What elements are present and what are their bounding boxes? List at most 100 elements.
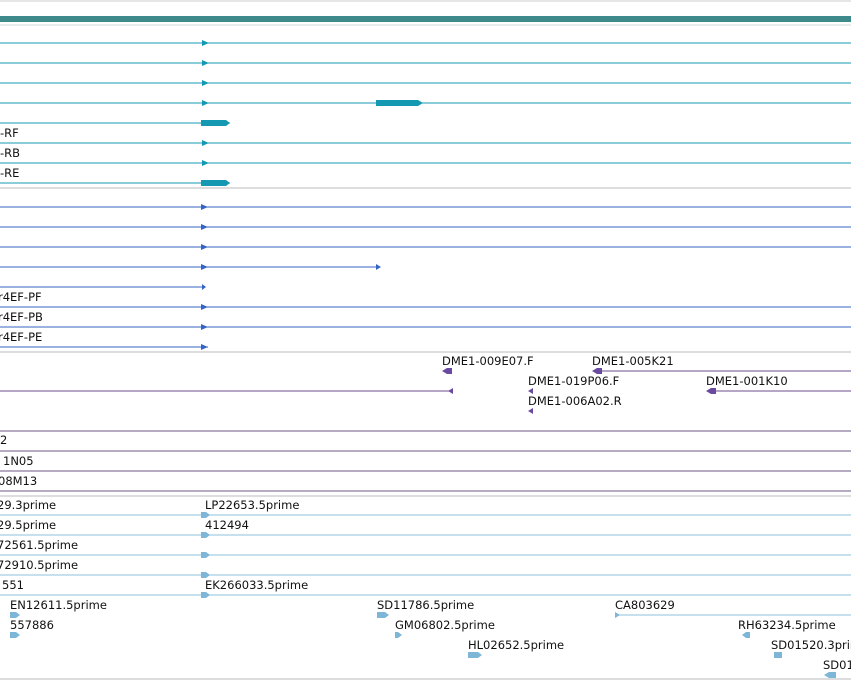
est-feature[interactable]: CA803629	[615, 598, 851, 618]
est-feature[interactable]: SD11786.5prime	[377, 598, 474, 618]
protein-row[interactable]: r4EF-PB	[0, 304, 851, 324]
protein-marker	[201, 304, 208, 310]
protein-row[interactable]: r4EF-PF	[0, 284, 206, 304]
protein-marker	[201, 224, 208, 230]
exon-block	[376, 100, 423, 106]
protein-row[interactable]	[0, 204, 851, 210]
protein-row[interactable]: r4EF-PE	[0, 324, 851, 344]
est-label: LP22653.5prime	[205, 498, 299, 512]
protein-label: r4EF-PB	[0, 310, 43, 324]
probe-marker	[442, 368, 452, 374]
est-row[interactable]: 29.5prime 412494	[0, 518, 851, 538]
est-feature[interactable]: EN12611.5prime	[10, 598, 107, 618]
transcript-label: -RF	[0, 126, 19, 140]
transcript-label: -RB	[0, 146, 20, 160]
est-label: 72910.5prime	[0, 558, 78, 572]
est-label: 557886	[10, 618, 54, 632]
transcript-row[interactable]: -RB	[0, 140, 851, 160]
exon-block	[201, 120, 230, 126]
protein-label: r4EF-PE	[0, 330, 42, 344]
protein-track: r4EF-PF r4EF-PB r4EF-PE	[0, 204, 851, 350]
est-marker	[10, 612, 20, 618]
est-marker	[468, 652, 482, 658]
est-row[interactable]: 29.3prime LP22653.5prime	[0, 498, 851, 518]
exon-marker	[202, 140, 209, 146]
probe-marker	[528, 388, 533, 394]
est-marker	[201, 512, 210, 518]
est-track: 29.3prime LP22653.5prime 29.5prime 41249…	[0, 498, 851, 678]
transcript-row[interactable]	[0, 100, 851, 106]
probe-marker	[706, 388, 716, 394]
gene-track-bar[interactable]	[0, 16, 851, 22]
est-marker	[774, 652, 782, 658]
transcript-row[interactable]	[0, 40, 851, 46]
probe-feature[interactable]: DME1-009E07.F	[442, 354, 534, 374]
transcript-row[interactable]	[0, 60, 851, 66]
transcript-row[interactable]	[0, 80, 851, 86]
est-label: SD01520.3prime	[771, 638, 851, 652]
probe-feature[interactable]: DME1-001K10	[706, 374, 851, 394]
protein-row[interactable]	[0, 264, 381, 270]
est-row[interactable]: 551 EK266033.5prime	[0, 578, 851, 598]
est-marker	[615, 612, 620, 618]
transcript-row[interactable]: -RE	[0, 160, 851, 180]
est-feature[interactable]: 557886	[10, 618, 54, 638]
exon-marker	[202, 60, 209, 66]
est-label: 72561.5prime	[0, 538, 78, 552]
est-label: 29.5prime	[0, 518, 56, 532]
clone-label: 08M13	[0, 474, 37, 488]
est-marker	[10, 632, 20, 638]
est-label: 29.3prime	[0, 498, 56, 512]
clone-track: 2 1N05 08M13	[0, 430, 851, 492]
probe-label: DME1-005K21	[592, 354, 674, 368]
probe-feature[interactable]: DME1-019P06.F	[528, 374, 619, 394]
est-row[interactable]: 72910.5prime	[0, 558, 851, 578]
est-feature[interactable]: RH63234.5prime	[738, 618, 836, 638]
clone-row[interactable]: 1N05	[0, 450, 851, 468]
exon-marker	[202, 160, 209, 166]
est-label: SD01	[823, 658, 851, 672]
est-marker	[377, 612, 389, 618]
probe-label: DME1-009E07.F	[442, 354, 534, 368]
exon-block	[201, 180, 230, 186]
protein-marker	[202, 284, 206, 290]
est-label: 551	[2, 578, 24, 592]
est-label: RH63234.5prime	[738, 618, 836, 632]
probe-label: DME1-001K10	[706, 374, 788, 388]
probe-track: DME1-009E07.F DME1-005K21 DME1-019P06.F …	[0, 354, 851, 414]
est-label: SD11786.5prime	[377, 598, 474, 612]
est-feature[interactable]: HL02652.5prime	[468, 638, 564, 658]
est-label: EK266033.5prime	[205, 578, 308, 592]
est-label: CA803629	[615, 598, 675, 612]
est-label: GM06802.5prime	[395, 618, 495, 632]
protein-marker	[201, 264, 208, 270]
protein-marker	[201, 244, 208, 250]
est-row[interactable]: 72561.5prime	[0, 538, 851, 558]
est-label: 412494	[205, 518, 249, 532]
est-feature[interactable]: SD01520.3prime	[771, 638, 851, 658]
protein-row[interactable]	[0, 244, 851, 250]
clone-row[interactable]: 08M13	[0, 470, 851, 488]
probe-feature[interactable]	[0, 388, 453, 394]
clone-row[interactable]: 2	[0, 430, 851, 447]
est-marker	[395, 632, 402, 638]
est-marker	[201, 532, 210, 538]
transcript-row[interactable]	[0, 180, 230, 186]
est-feature[interactable]: GM06802.5prime	[395, 618, 495, 638]
est-marker	[742, 632, 750, 638]
probe-marker	[448, 388, 453, 394]
protein-label: r4EF-PF	[0, 290, 42, 304]
protein-marker	[201, 324, 208, 330]
est-marker	[201, 592, 210, 598]
est-feature[interactable]: SD01	[823, 658, 851, 678]
probe-label: DME1-019P06.F	[528, 374, 619, 388]
probe-feature[interactable]: DME1-006A02.R	[528, 394, 622, 414]
protein-row[interactable]	[0, 344, 208, 350]
transcript-row[interactable]: -RF	[0, 120, 230, 140]
probe-feature[interactable]: DME1-005K21	[592, 354, 851, 374]
probe-marker	[528, 408, 533, 414]
clone-label: 1N05	[3, 454, 34, 468]
est-marker	[201, 572, 210, 578]
clone-label: 2	[0, 433, 7, 447]
protein-row[interactable]	[0, 224, 851, 230]
